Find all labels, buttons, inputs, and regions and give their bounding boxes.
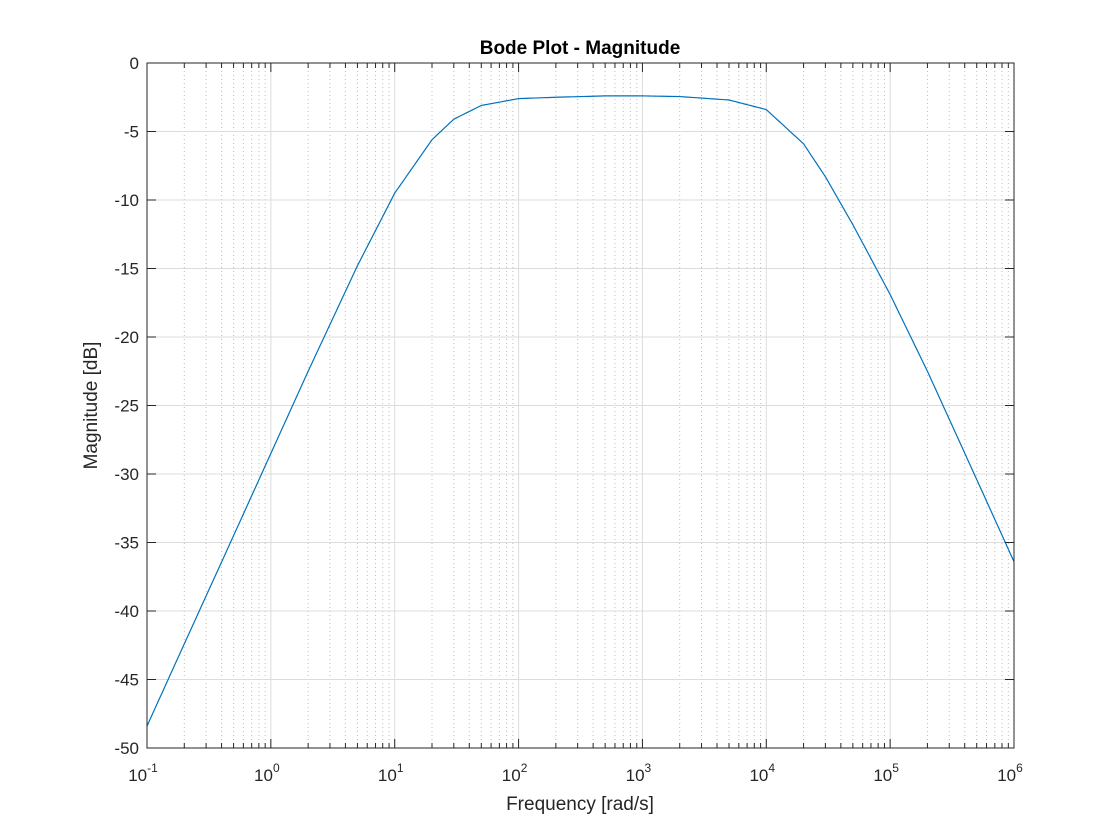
y-tick-labels: 0 -5 -10 -15 -20 -25 -30 -35 -40 -45 -50 — [114, 54, 139, 758]
y-tick-label: -15 — [114, 260, 139, 279]
y-tick-label: -10 — [114, 191, 139, 210]
magnitude-series-line — [146, 95, 1015, 727]
y-tick-label: 0 — [130, 54, 139, 73]
y-tick-label: -40 — [114, 602, 139, 621]
x-tick-label: 106 — [997, 761, 1023, 785]
x-tick-label: 102 — [502, 761, 528, 785]
y-tick-label: -30 — [114, 465, 139, 484]
x-tick-label: 100 — [254, 761, 280, 785]
y-tick-label: -20 — [114, 328, 139, 347]
y-tick-label: -50 — [114, 739, 139, 758]
x-tick-label: 101 — [378, 761, 404, 785]
x-axis-title: Frequency [rad/s] — [506, 794, 654, 815]
y-tick-label: -45 — [114, 671, 139, 690]
x-tick-labels: 10-1 100 101 102 103 104 105 106 — [128, 761, 1023, 785]
x-tick-label: 105 — [873, 761, 899, 785]
y-tick-label: -5 — [124, 123, 139, 142]
tick-marks — [146, 62, 1015, 749]
x-tick-label: 104 — [749, 761, 775, 785]
x-tick-label: 10-1 — [128, 761, 158, 785]
chart-title: Bode Plot - Magnitude — [480, 38, 681, 59]
x-tick-label: 103 — [626, 761, 652, 785]
y-axis-title: Magnitude [dB] — [81, 342, 102, 470]
y-tick-label: -35 — [114, 534, 139, 553]
y-tick-label: -25 — [114, 397, 139, 416]
series-layer — [146, 95, 1015, 727]
